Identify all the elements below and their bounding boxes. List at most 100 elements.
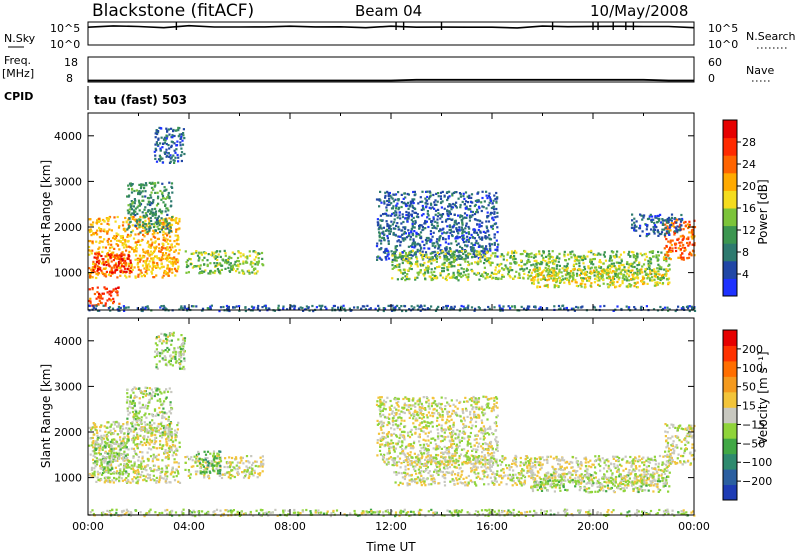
- echo-cell: [449, 212, 452, 216]
- echo-cell: [402, 232, 405, 235]
- echo-cell: [462, 195, 465, 198]
- echo-cell: [154, 210, 158, 213]
- echo-cell: [121, 443, 124, 447]
- echo-cell: [547, 278, 550, 281]
- echo-cell: [669, 239, 672, 242]
- echo-cell: [447, 214, 450, 218]
- echo-cell: [168, 424, 171, 427]
- echo-cell: [558, 279, 561, 282]
- echo-cell: [477, 205, 481, 208]
- echo-cell: [114, 257, 117, 260]
- echo-cell: [459, 255, 462, 258]
- echo-cell: [403, 230, 406, 233]
- echo-cell: [535, 267, 538, 271]
- echo-cell: [174, 220, 177, 223]
- echo-cell: [106, 479, 109, 482]
- echo-cell: [366, 304, 369, 307]
- echo-cell: [430, 268, 433, 271]
- echo-cell: [535, 273, 538, 276]
- echo-cell: [116, 244, 120, 247]
- echo-cell: [485, 245, 488, 248]
- echo-cell: [119, 472, 122, 475]
- echo-cell: [96, 256, 99, 259]
- echo-cell: [580, 277, 583, 280]
- echo-cell: [611, 278, 614, 281]
- echo-cell: [476, 200, 479, 203]
- echo-cell: [649, 260, 652, 263]
- echo-cell: [564, 269, 567, 272]
- echo-cell: [179, 137, 182, 140]
- date-label: 10/May/2008: [590, 2, 688, 20]
- echo-cell: [623, 266, 626, 269]
- echo-cell: [412, 238, 415, 241]
- echo-cell: [378, 239, 381, 242]
- echo-cell: [235, 264, 238, 267]
- echo-cell: [178, 227, 181, 230]
- echo-cell: [657, 270, 660, 273]
- echo-cell: [572, 264, 575, 268]
- echo-cell: [412, 190, 415, 194]
- echo-cell: [97, 478, 100, 481]
- echo-cell: [566, 262, 569, 265]
- echo-cell: [136, 465, 139, 468]
- echo-cell: [119, 256, 122, 259]
- echo-cell: [198, 258, 201, 261]
- echo-cell: [483, 200, 486, 203]
- echo-cell: [127, 257, 130, 261]
- echo-cell: [117, 257, 120, 260]
- echo-cell: [161, 161, 164, 164]
- echo-cell: [143, 275, 146, 278]
- echo-cell: [552, 279, 555, 282]
- echo-cell: [653, 268, 656, 271]
- echo-cell: [573, 260, 576, 263]
- echo-cell: [384, 251, 387, 254]
- echo-cell: [173, 458, 176, 461]
- echo-cell: [448, 217, 451, 220]
- echo-cell: [141, 309, 144, 312]
- echo-cell: [485, 226, 489, 229]
- echo-cell: [96, 431, 99, 434]
- echo-cell: [119, 240, 122, 243]
- echo-cell: [167, 429, 170, 432]
- echo-cell: [423, 304, 426, 307]
- echo-cell: [680, 307, 683, 310]
- echo-cell: [122, 423, 125, 426]
- echo-cell: [387, 214, 390, 217]
- echo-cell: [171, 264, 174, 267]
- echo-cell: [254, 263, 257, 266]
- echo-cell: [147, 217, 150, 220]
- echo-cell: [98, 241, 101, 244]
- echo-cell: [95, 258, 99, 261]
- echo-cell: [92, 221, 95, 224]
- echo-cell: [457, 256, 460, 259]
- echo-cell: [132, 456, 135, 459]
- echo-cell: [452, 276, 455, 279]
- echo-cell: [457, 270, 460, 273]
- echo-cell: [175, 258, 178, 261]
- echo-cell: [621, 280, 624, 283]
- echo-cell: [177, 243, 180, 246]
- echo-cell: [150, 186, 154, 189]
- echo-cell: [416, 260, 419, 263]
- echo-cell: [116, 453, 119, 456]
- echo-cell: [203, 270, 206, 273]
- echo-cell: [565, 306, 568, 310]
- echo-cell: [164, 222, 167, 225]
- echo-cell: [151, 213, 154, 216]
- echo-cell: [687, 305, 690, 308]
- echo-cell: [450, 276, 453, 279]
- echo-cell: [469, 205, 472, 208]
- echo-cell: [141, 195, 144, 198]
- echo-cell: [649, 213, 652, 216]
- echo-cell: [677, 247, 680, 250]
- echo-cell: [457, 236, 460, 239]
- echo-cell: [665, 272, 668, 276]
- echo-cell: [464, 200, 468, 203]
- echo-cell: [386, 222, 389, 226]
- echo-cell: [668, 308, 671, 311]
- echo-cell: [481, 190, 484, 193]
- echo-cell: [246, 257, 249, 260]
- echo-cell: [475, 253, 478, 256]
- echo-cell: [110, 423, 113, 426]
- echo-cell: [123, 254, 126, 257]
